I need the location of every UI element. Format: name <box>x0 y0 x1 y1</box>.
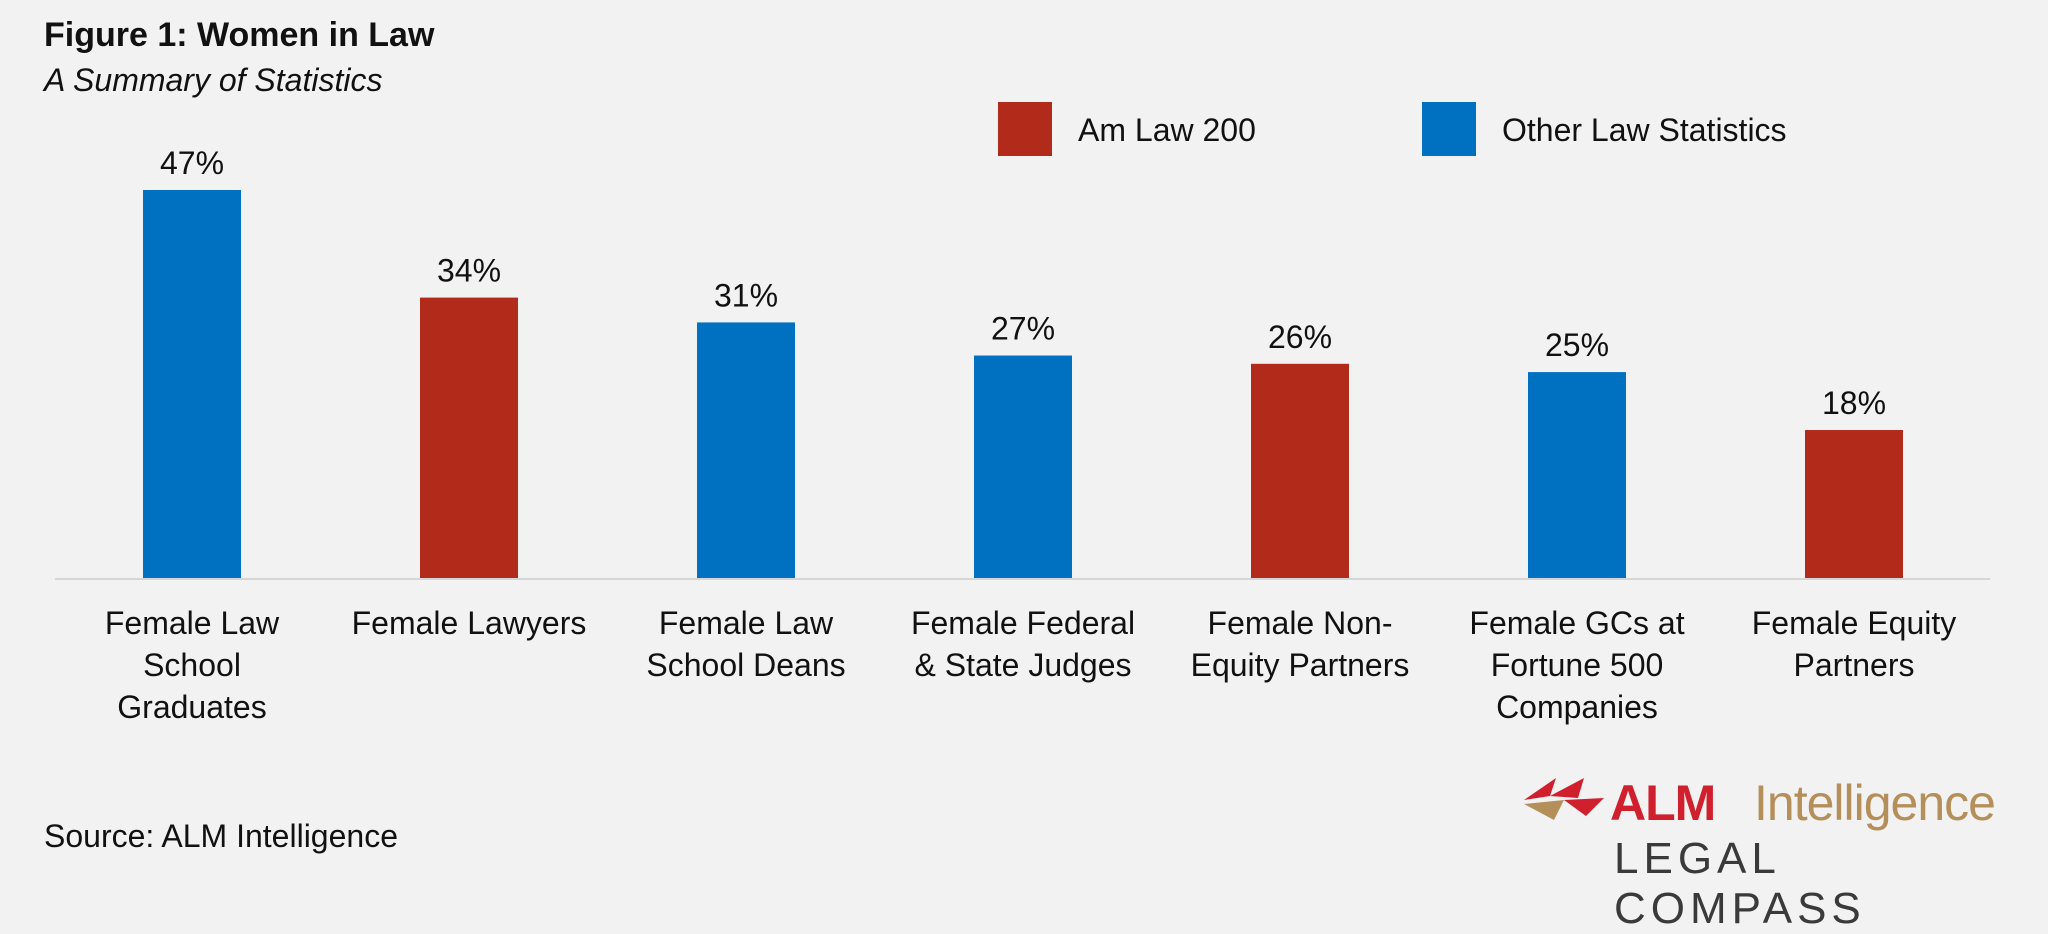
logo-tagline: LEGAL COMPASS <box>1614 834 1866 933</box>
category-label-2: Female Lawyers <box>352 605 587 641</box>
category-label-line: Female Lawyers <box>352 605 587 641</box>
category-label-6: Female GCs at Fortune 500 Companies <box>1469 605 1684 725</box>
legend-label-1: Am Law 200 <box>1078 112 1256 148</box>
category-label-1: Female Law School Graduates <box>105 605 280 725</box>
category-label-line: Partners <box>1794 647 1915 683</box>
logo-brand-suffix: Intelligence <box>1754 775 1996 831</box>
bars-group: 47% 34% 31% 27% 26% 25% 18% <box>143 145 1903 579</box>
bar-4 <box>974 355 1072 579</box>
bar-6 <box>1528 372 1626 579</box>
alm-logo: ALM Intelligence LEGAL COMPASS <box>1520 752 2020 933</box>
category-label-line: Female Law <box>105 605 280 641</box>
source-note: Source: ALM Intelligence <box>44 818 398 854</box>
category-label-line: Graduates <box>117 689 266 725</box>
category-label-line: Female Federal <box>911 605 1135 641</box>
category-label-line: & State Judges <box>914 647 1131 683</box>
data-label-1: 47% <box>160 145 224 181</box>
category-label-line: Equity Partners <box>1191 647 1410 683</box>
logo-brand: ALM <box>1610 775 1716 831</box>
bar-7 <box>1805 430 1903 579</box>
alm-logo-mark-icon <box>1524 778 1604 820</box>
legend-swatch-1 <box>998 102 1052 156</box>
bar-chart: Am Law 200 Other Law Statistics 47% 34% 31%… <box>55 102 1990 725</box>
category-label-line: Female Non- <box>1208 605 1393 641</box>
data-label-5: 26% <box>1268 319 1332 355</box>
legend-label-2: Other Law Statistics <box>1502 112 1787 148</box>
category-label-3: Female Law School Deans <box>646 605 845 683</box>
category-label-line: Companies <box>1496 689 1658 725</box>
category-label-line: Fortune 500 <box>1491 647 1664 683</box>
category-label-line: Female GCs at <box>1469 605 1684 641</box>
category-label-4: Female Federal & State Judges <box>911 605 1135 683</box>
legend: Am Law 200 Other Law Statistics <box>998 102 1787 156</box>
category-label-7: Female Equity Partners <box>1752 605 1957 683</box>
legend-swatch-2 <box>1422 102 1476 156</box>
category-label-5: Female Non- Equity Partners <box>1191 605 1410 683</box>
category-label-line: Female Law <box>659 605 834 641</box>
category-label-line: School <box>143 647 241 683</box>
data-label-6: 25% <box>1545 327 1609 363</box>
bar-3 <box>697 322 795 579</box>
category-label-line: Female Equity <box>1752 605 1957 641</box>
chart-subtitle: A Summary of Statistics <box>44 62 383 98</box>
bar-1 <box>143 190 241 579</box>
category-label-line: School Deans <box>646 647 845 683</box>
data-label-3: 31% <box>714 277 778 313</box>
bar-2 <box>420 297 518 579</box>
chart-title: Figure 1: Women in Law <box>44 16 435 54</box>
data-label-7: 18% <box>1822 385 1886 421</box>
data-label-4: 27% <box>991 311 1055 347</box>
data-label-2: 34% <box>437 253 501 289</box>
bar-5 <box>1251 363 1349 579</box>
category-labels: Female Law School Graduates Female Lawyers F… <box>105 605 1956 725</box>
